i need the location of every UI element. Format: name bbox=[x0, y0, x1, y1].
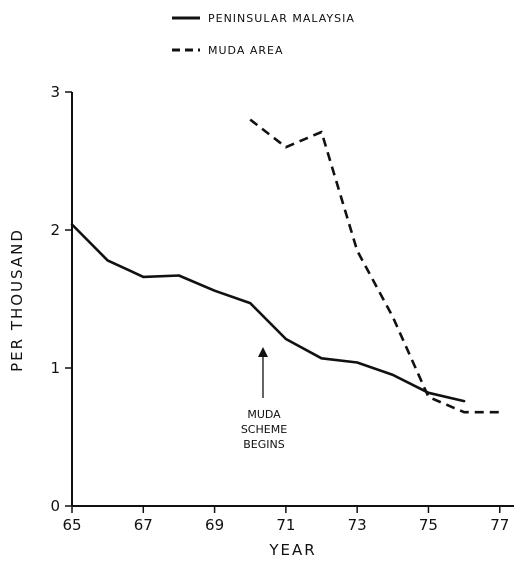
y-tick-label: 1 bbox=[50, 359, 60, 377]
annotation-line-1: MUDA bbox=[247, 408, 281, 421]
y-axis-title: PER THOUSAND bbox=[8, 228, 26, 372]
x-tick-label: 75 bbox=[419, 516, 438, 534]
series-layer bbox=[70, 118, 500, 414]
y-tick-label: 3 bbox=[50, 83, 60, 101]
axes bbox=[71, 92, 514, 507]
x-axis-title: YEAR bbox=[268, 541, 316, 559]
x-tick-label: 77 bbox=[490, 516, 509, 534]
annotation-line-2: SCHEME bbox=[241, 423, 287, 436]
y-tick-label: 0 bbox=[50, 497, 60, 515]
annotation: MUDA SCHEME BEGINS bbox=[241, 347, 287, 451]
annotation-arrow-head bbox=[258, 347, 268, 357]
legend-label-muda-area: MUDA AREA bbox=[208, 44, 283, 57]
legend-label-peninsular-malaysia: PENINSULAR MALAYSIA bbox=[208, 12, 355, 25]
y-tick-label: 2 bbox=[50, 221, 60, 239]
series-line-muda-area bbox=[249, 118, 500, 414]
x-tick-label: 69 bbox=[205, 516, 224, 534]
annotation-line-3: BEGINS bbox=[243, 438, 284, 451]
y-ticks: 0 1 2 3 bbox=[50, 83, 72, 515]
x-tick-label: 67 bbox=[134, 516, 153, 534]
legend: PENINSULAR MALAYSIA MUDA AREA bbox=[172, 12, 355, 57]
x-tick-label: 73 bbox=[348, 516, 367, 534]
x-tick-label: 71 bbox=[276, 516, 295, 534]
x-tick-label: 65 bbox=[62, 516, 81, 534]
x-ticks: 65 67 69 71 73 75 77 bbox=[62, 506, 509, 534]
series-line-peninsular-malaysia bbox=[70, 223, 466, 403]
